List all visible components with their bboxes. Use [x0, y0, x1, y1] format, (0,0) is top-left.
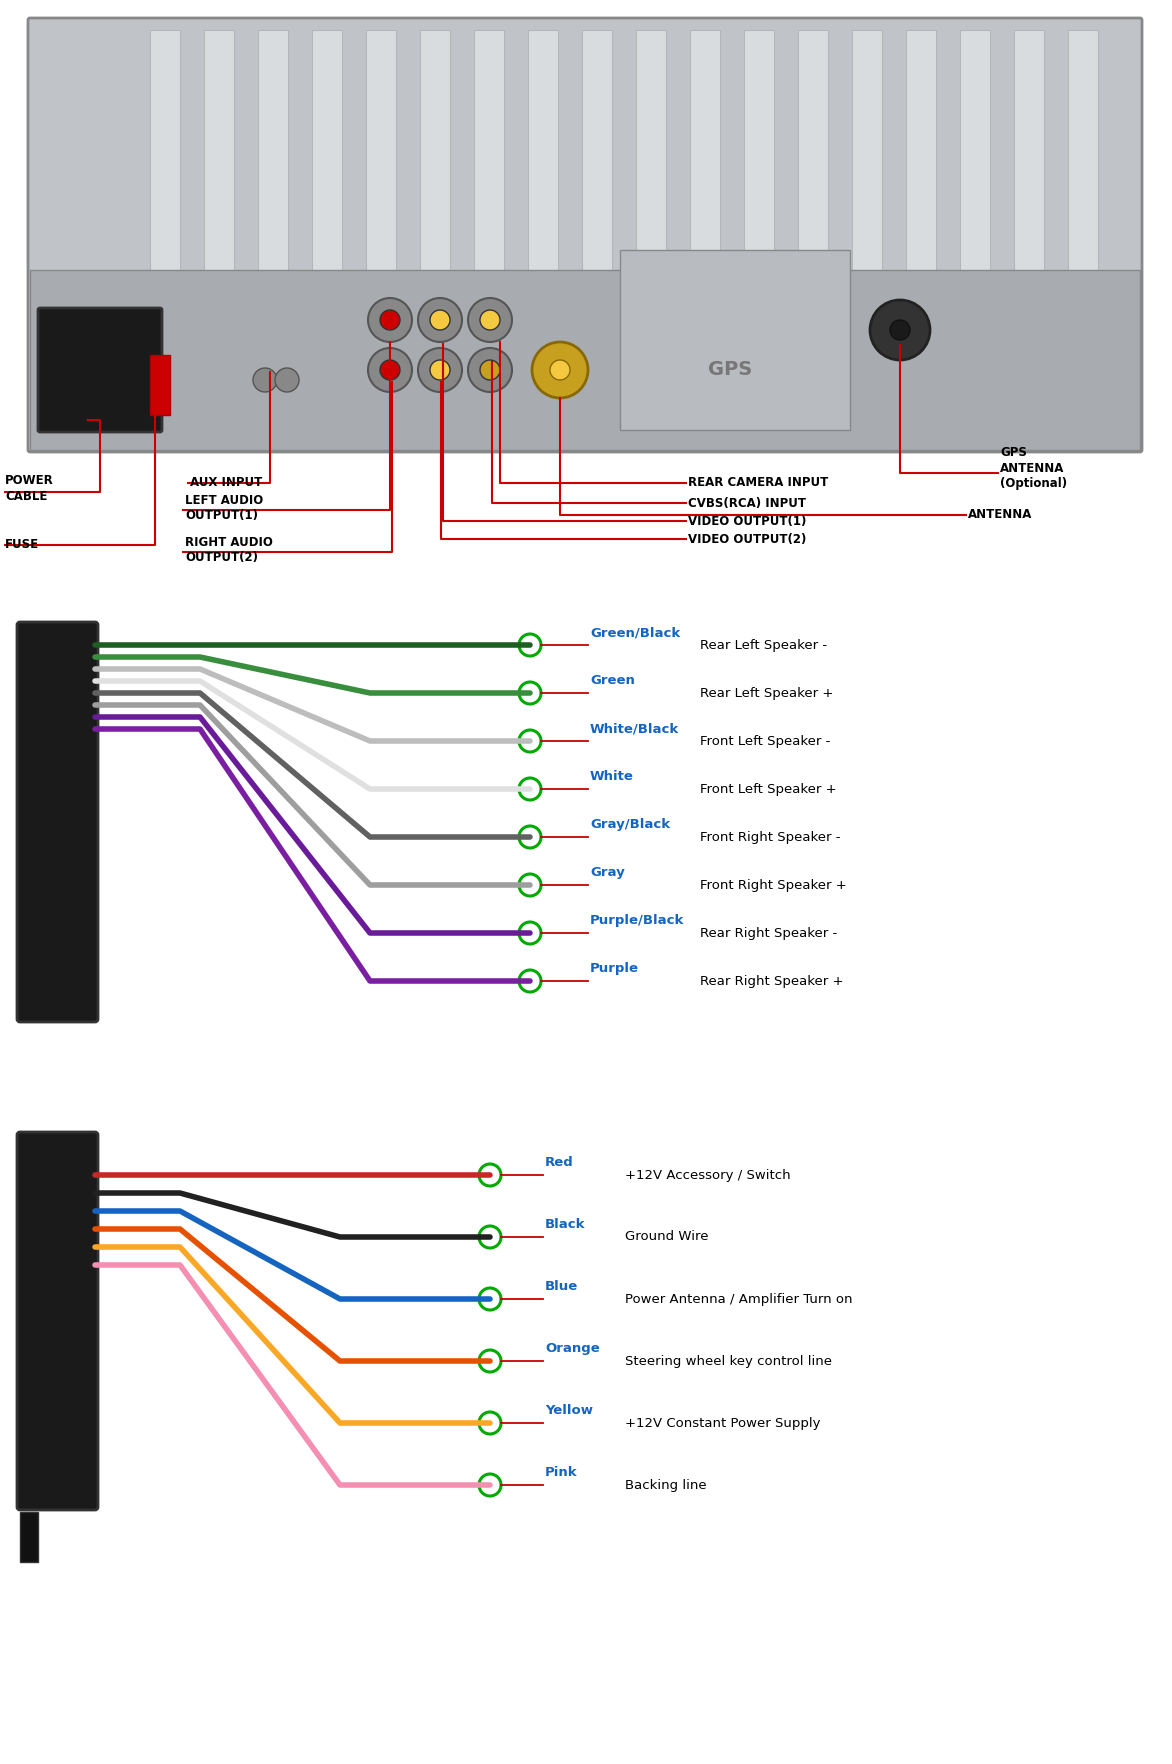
- Bar: [473, 30, 504, 270]
- Text: GPS: GPS: [708, 360, 752, 379]
- Bar: [744, 30, 774, 270]
- Bar: [20, 1512, 38, 1561]
- Circle shape: [481, 360, 500, 379]
- Circle shape: [430, 310, 450, 330]
- Bar: [1014, 30, 1044, 270]
- Bar: [150, 355, 170, 415]
- Text: Gray: Gray: [590, 866, 625, 878]
- Bar: [204, 30, 234, 270]
- Text: Red: Red: [545, 1155, 574, 1170]
- Text: RIGHT AUDIO
OUTPUT(2): RIGHT AUDIO OUTPUT(2): [185, 536, 273, 564]
- Text: LEFT AUDIO
OUTPUT(1): LEFT AUDIO OUTPUT(1): [185, 494, 264, 522]
- Text: AUX INPUT: AUX INPUT: [190, 476, 263, 489]
- Text: +12V Constant Power Supply: +12V Constant Power Supply: [625, 1416, 820, 1429]
- Text: Orange: Orange: [545, 1342, 600, 1355]
- Text: GPS
ANTENNA
(Optional): GPS ANTENNA (Optional): [1000, 446, 1068, 490]
- Circle shape: [418, 298, 462, 342]
- Text: White/Black: White/Black: [590, 721, 680, 736]
- Bar: [366, 30, 396, 270]
- Text: Backing line: Backing line: [625, 1478, 707, 1492]
- Text: Front Left Speaker -: Front Left Speaker -: [700, 734, 831, 748]
- Text: Power Antenna / Amplifier Turn on: Power Antenna / Amplifier Turn on: [625, 1293, 852, 1305]
- Text: Purple: Purple: [590, 961, 639, 975]
- Circle shape: [380, 310, 400, 330]
- Bar: [690, 30, 720, 270]
- Circle shape: [481, 310, 500, 330]
- Bar: [582, 30, 612, 270]
- Circle shape: [550, 360, 570, 379]
- Bar: [312, 30, 342, 270]
- Circle shape: [870, 300, 931, 360]
- Text: ANTENNA: ANTENNA: [968, 508, 1033, 522]
- Text: POWER
CABLE: POWER CABLE: [5, 473, 54, 503]
- Bar: [30, 270, 1140, 450]
- FancyBboxPatch shape: [28, 18, 1142, 452]
- Text: Rear Right Speaker +: Rear Right Speaker +: [700, 974, 844, 988]
- Bar: [798, 30, 827, 270]
- Circle shape: [418, 348, 462, 392]
- Circle shape: [468, 298, 512, 342]
- Text: VIDEO OUTPUT(1): VIDEO OUTPUT(1): [688, 515, 806, 527]
- Text: Steering wheel key control line: Steering wheel key control line: [625, 1355, 832, 1367]
- Bar: [636, 30, 666, 270]
- Text: FUSE: FUSE: [5, 538, 39, 552]
- Text: Gray/Black: Gray/Black: [590, 818, 670, 831]
- Text: Rear Left Speaker +: Rear Left Speaker +: [700, 686, 833, 700]
- Bar: [420, 30, 450, 270]
- Bar: [258, 30, 288, 270]
- Text: Blue: Blue: [545, 1281, 578, 1293]
- Text: Purple/Black: Purple/Black: [590, 914, 684, 928]
- Text: Ground Wire: Ground Wire: [625, 1231, 709, 1244]
- Text: Front Left Speaker +: Front Left Speaker +: [700, 783, 837, 796]
- Text: CVBS(RCA) INPUT: CVBS(RCA) INPUT: [688, 496, 806, 510]
- Text: Black: Black: [545, 1217, 586, 1231]
- FancyBboxPatch shape: [18, 623, 98, 1021]
- Circle shape: [532, 342, 588, 399]
- Circle shape: [253, 369, 277, 392]
- Text: VIDEO OUTPUT(2): VIDEO OUTPUT(2): [688, 533, 806, 545]
- Bar: [906, 30, 936, 270]
- FancyBboxPatch shape: [38, 309, 162, 432]
- Circle shape: [890, 319, 909, 340]
- Text: Front Right Speaker +: Front Right Speaker +: [700, 878, 846, 891]
- Text: Rear Left Speaker -: Rear Left Speaker -: [700, 639, 827, 651]
- Circle shape: [275, 369, 299, 392]
- Circle shape: [430, 360, 450, 379]
- Text: Rear Right Speaker -: Rear Right Speaker -: [700, 926, 837, 940]
- Text: Green: Green: [590, 674, 635, 686]
- Circle shape: [380, 360, 400, 379]
- Text: Green/Black: Green/Black: [590, 626, 680, 639]
- Bar: [620, 250, 850, 430]
- Circle shape: [368, 348, 413, 392]
- Text: REAR CAMERA INPUT: REAR CAMERA INPUT: [688, 476, 829, 489]
- Bar: [1068, 30, 1098, 270]
- Circle shape: [368, 298, 413, 342]
- Text: Front Right Speaker -: Front Right Speaker -: [700, 831, 840, 843]
- Bar: [150, 30, 180, 270]
- Bar: [852, 30, 883, 270]
- Text: Yellow: Yellow: [545, 1404, 593, 1416]
- Circle shape: [468, 348, 512, 392]
- Bar: [960, 30, 990, 270]
- Bar: [529, 30, 558, 270]
- Text: Pink: Pink: [545, 1466, 578, 1478]
- FancyBboxPatch shape: [18, 1132, 98, 1510]
- Text: +12V Accessory / Switch: +12V Accessory / Switch: [625, 1168, 791, 1182]
- Text: White: White: [590, 771, 634, 783]
